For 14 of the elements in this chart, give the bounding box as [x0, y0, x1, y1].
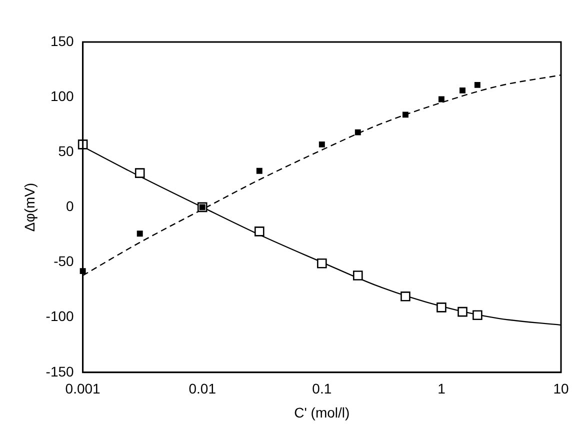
x-tick-label: 0.1	[312, 380, 332, 397]
y-axis-title: Δφ(mV)	[21, 182, 38, 232]
x-tick-label: 0.01	[188, 380, 216, 397]
y-tick-label: -100	[46, 308, 74, 324]
y-tick-label: 100	[50, 88, 74, 104]
x-axis-title: C' (mol/l)	[294, 404, 350, 420]
x-tick-label: 1	[438, 380, 446, 397]
y-tick-label: 150	[50, 32, 74, 49]
y-tick-label: -50	[54, 253, 74, 270]
y-tick-label: -150	[46, 363, 74, 380]
x-tick-label: 0.001	[65, 380, 101, 397]
y-tick-label: 0	[66, 198, 74, 214]
y-tick-label: 50	[58, 142, 74, 159]
x-tick-label: 10	[553, 380, 569, 397]
